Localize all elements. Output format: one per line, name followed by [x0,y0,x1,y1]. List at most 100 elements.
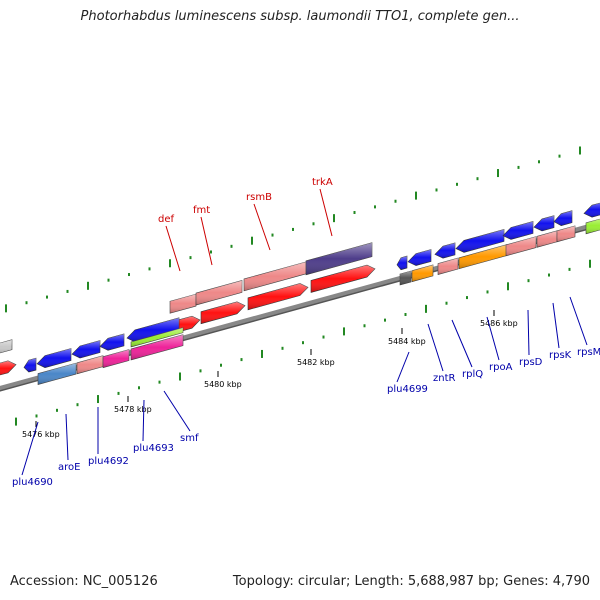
gene-leader-rplQ [451,319,473,368]
reverse-cds-6-shade [408,249,431,266]
lower-box-1[interactable] [76,355,104,375]
kbp-label: 5482 kbp [297,358,335,367]
reverse-cds-7-shade [435,242,455,259]
lower-box-6-shade [438,258,458,275]
reverse-cds-12[interactable] [583,202,600,218]
gene-label-smf[interactable]: smf [180,433,199,444]
lower-box-9[interactable] [536,230,558,248]
lower-box-10[interactable] [556,225,576,243]
gene-label-plu4690[interactable]: plu4690 [12,477,53,488]
reverse-cds-9[interactable] [502,221,534,240]
gene-label-rpsM[interactable]: rpsM [577,347,600,358]
lower-guide-ticks [15,259,591,426]
gene-label-plu4693[interactable]: plu4693 [133,443,174,454]
kbp-label: 5486 kbp [480,319,518,328]
gene-leader-rpoA [486,316,500,361]
lower-box-6[interactable] [437,257,459,275]
lower-box-10-shade [557,225,575,242]
gene-leader-zntR [427,323,444,372]
reverse-cds-3[interactable] [99,333,125,351]
reverse-cds-4-shade [127,317,179,342]
forward-cds-4[interactable] [310,264,376,293]
lower-box-3[interactable] [130,334,184,361]
lower-box-smf-top-shade [131,327,183,347]
gene-label-rplQ[interactable]: rplQ [462,369,483,380]
gene-leader-fmt [200,216,213,266]
feature-box-def[interactable] [169,293,197,314]
gene-label-def[interactable]: def [158,214,175,225]
reverse-cds-5-shade [397,256,407,270]
lower-box-8[interactable] [505,236,537,257]
gene-leader-smf [163,390,191,432]
map-title: Photorhabdus luminescens subsp. laumondi… [80,9,520,24]
lower-box-9-shade [537,230,557,248]
kbp-label: 5480 kbp [204,380,242,389]
gene-label-zntR[interactable]: zntR [433,373,456,384]
reverse-cds-6[interactable] [407,249,432,266]
accession-label: Accession: NC_005126 [10,574,158,589]
lower-box-11-shade [586,219,600,234]
forward-cds-3[interactable] [247,283,309,311]
reverse-cds-7[interactable] [434,242,456,259]
lower-box-11[interactable] [585,217,600,235]
gene-leader-def [165,225,181,272]
lower-box-8-shade [506,236,536,256]
gene-label-trkA[interactable]: trkA [312,177,333,188]
gene-leader-rpsD [527,309,530,356]
reverse-cds-2[interactable] [71,340,101,359]
reverse-cds-10-shade [534,215,554,231]
reverse-cds-1-shade [37,348,71,368]
reverse-cds-11-shade [554,210,572,226]
reverse-cds-0-shade [24,358,36,373]
gene-label-rsmB[interactable]: rsmB [246,192,272,203]
reverse-cds-12-shade [584,203,600,218]
gene-leader-aroE [65,413,69,461]
reverse-cds-0[interactable] [23,357,37,373]
kbp-label: 5476 kbp [22,430,60,439]
lower-box-4[interactable] [399,270,412,286]
gene-leader-trkA [319,188,333,237]
lower-box-2[interactable] [102,349,130,369]
forward-cds-4-shade [311,265,375,293]
forward-cds-0[interactable] [0,360,17,376]
upper-guide-ticks [5,146,581,313]
reverse-cds-5[interactable] [396,255,408,271]
lower-box-0[interactable] [37,362,77,385]
forward-cds-2[interactable] [200,301,246,325]
gene-label-plu4699[interactable]: plu4699 [387,384,428,395]
gene-label-rpsK[interactable]: rpsK [549,350,572,361]
forward-cds-3-shade [248,283,308,310]
reverse-cds-8-shade [456,229,504,253]
feature-box-trka[interactable] [305,242,373,276]
feature-box-def-shade [170,294,196,314]
lower-box-5[interactable] [411,264,434,283]
lower-box-3-shade [131,334,183,360]
lower-box-5-shade [412,264,433,282]
gene-label-rpoA[interactable]: rpoA [489,362,513,373]
reverse-cds-10[interactable] [533,215,555,232]
reverse-cds-9-shade [503,221,533,240]
lower-box-smf-top[interactable] [130,327,184,348]
gene-leader-plu4690 [21,421,39,476]
genome-summary: Topology: circular; Length: 5,688,987 bp… [232,574,590,589]
forward-cds-2-shade [201,301,245,324]
feature-box-trka-shade [306,242,372,275]
reverse-cds-1[interactable] [36,348,72,368]
feature-box-fmt[interactable] [195,280,243,306]
gene-label-aroE[interactable]: aroE [58,462,80,473]
gene-label-fmt[interactable]: fmt [193,205,210,216]
gene-label-rpsD[interactable]: rpsD [519,357,543,368]
gene-leader-plu4693 [142,399,145,442]
kbp-label: 5478 kbp [114,405,152,414]
feature-box-left[interactable] [0,339,13,354]
feature-box-left-shade [0,339,12,353]
gene-label-plu4692[interactable]: plu4692 [88,456,129,467]
kbp-label: 5484 kbp [388,337,426,346]
lower-box-4-shade [400,270,411,285]
reverse-cds-11[interactable] [553,210,573,226]
lower-box-1-shade [77,355,103,374]
feature-box-fmt-shade [196,280,242,306]
lower-box-2-shade [103,349,129,368]
lower-box-0-shade [38,363,76,385]
